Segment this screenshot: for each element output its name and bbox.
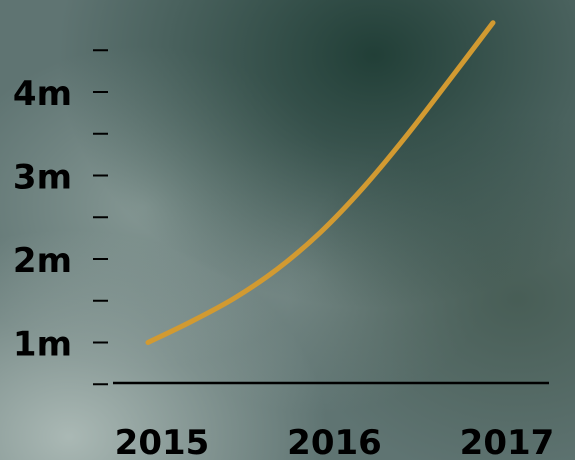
y-tick-label: 1m [13, 325, 72, 365]
y-tick-label: 3m [13, 158, 72, 198]
x-tick-label: 2017 [460, 423, 555, 460]
x-tick-label: 2015 [115, 423, 210, 460]
series-group [145, 20, 496, 345]
x-tick-label: 2016 [287, 423, 382, 460]
y-axis-tick-labels: 1m 2m 3m 4m [13, 74, 72, 365]
y-tick-label: 4m [13, 74, 72, 114]
y-axis-ticks [93, 49, 108, 386]
series-line [145, 20, 496, 345]
x-axis-tick-labels: 2015 2016 2017 [115, 423, 555, 460]
y-tick-label: 2m [13, 241, 72, 281]
